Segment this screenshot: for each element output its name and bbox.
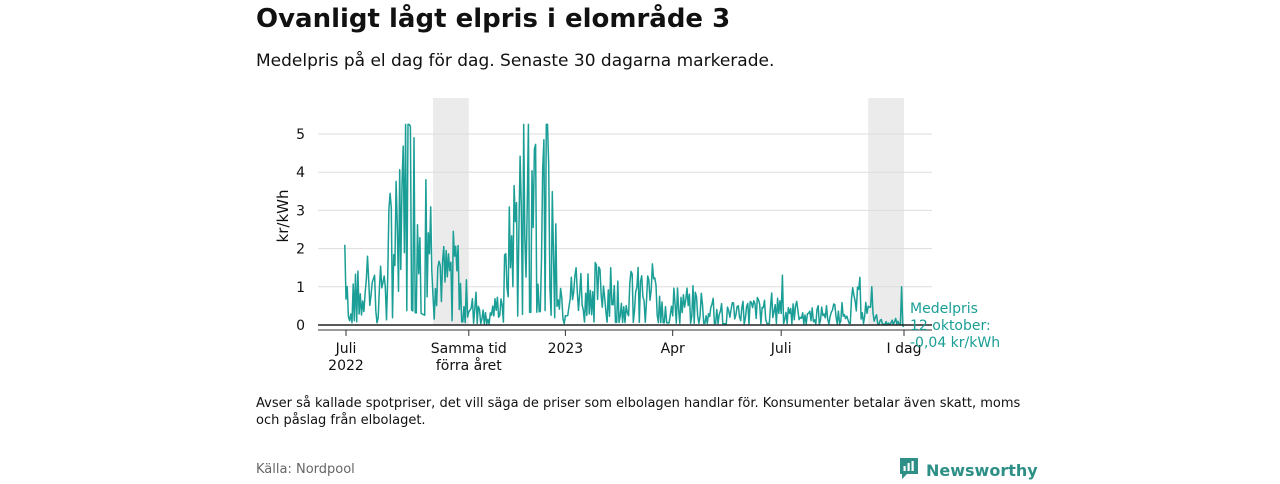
chart-subtitle: Medelpris på el dag för dag. Senaste 30 … [256,51,775,71]
footnote: Avser så kallade spotpriser, det vill sä… [256,396,1021,428]
y-tick-label: 5 [296,127,305,143]
brand-name: Newsworthy [926,460,1038,480]
brand-logo: Newsworthy [898,456,1038,484]
x-tick-label: I dag [887,341,922,357]
annotation-line-1: Medelpris [910,301,978,317]
x-tick-label: Juli [770,341,792,357]
y-tick-label: 3 [296,203,305,219]
annotation-line-2: 12 oktober: [910,318,991,334]
x-tick-label: Juli [335,341,357,357]
source-label: Källa: Nordpool [256,462,355,477]
x-tick-label-line2: förra året [436,357,502,374]
series-line-price [344,123,905,328]
y-tick-label: 4 [296,165,305,181]
x-tick-label: 2023 [548,341,584,357]
chart-title: Ovanligt lågt elpris i elområde 3 [256,4,731,34]
x-tick-label: Samma tid [431,341,507,357]
annotation-line-3: -0,04 kr/kWh [910,335,1000,351]
highlight-band-2 [868,98,904,325]
y-tick-label: 0 [296,318,305,334]
y-tick-labels: 0 1 2 3 4 5 [296,127,305,334]
y-tick-label: 2 [296,242,305,258]
newsworthy-logo-icon [898,456,920,484]
annotation: Medelpris 12 oktober: -0,04 kr/kWh [910,301,1000,351]
x-tick-label-line2: 2022 [328,358,364,374]
y-tick-label: 1 [296,280,305,296]
x-tick-label: Apr [661,341,685,357]
y-axis-label: kr/kWh [274,190,292,243]
